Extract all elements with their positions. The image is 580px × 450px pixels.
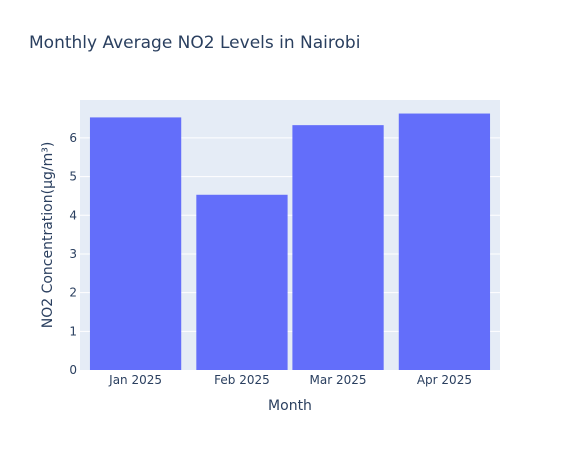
- bar-feb-2025[interactable]: [196, 194, 288, 370]
- y-tick-label: 6: [69, 131, 77, 145]
- x-tick-label: Mar 2025: [310, 373, 367, 387]
- y-tick-label: 0: [69, 363, 77, 377]
- bars: [89, 113, 491, 370]
- y-tick-label: 2: [69, 286, 77, 300]
- y-tick-label: 1: [69, 324, 77, 338]
- x-tick-label: Apr 2025: [417, 373, 472, 387]
- chart-title: Monthly Average NO2 Levels in Nairobi: [29, 33, 361, 53]
- y-ticks: 0 1 2 3 4 5 6: [69, 131, 77, 377]
- y-tick-label: 3: [69, 247, 77, 261]
- x-ticks: Jan 2025 Feb 2025 Mar 2025 Apr 2025: [108, 373, 472, 387]
- bar-jan-2025[interactable]: [89, 117, 182, 370]
- x-tick-label: Jan 2025: [108, 373, 162, 387]
- bar-mar-2025[interactable]: [292, 125, 384, 370]
- y-axis-title: NO2 Concentration(µg/m³): [40, 142, 56, 329]
- x-axis-title: Month: [268, 398, 312, 414]
- y-tick-label: 5: [69, 170, 77, 184]
- x-tick-label: Feb 2025: [214, 373, 270, 387]
- y-tick-label: 4: [69, 208, 77, 222]
- bar-apr-2025[interactable]: [398, 113, 491, 370]
